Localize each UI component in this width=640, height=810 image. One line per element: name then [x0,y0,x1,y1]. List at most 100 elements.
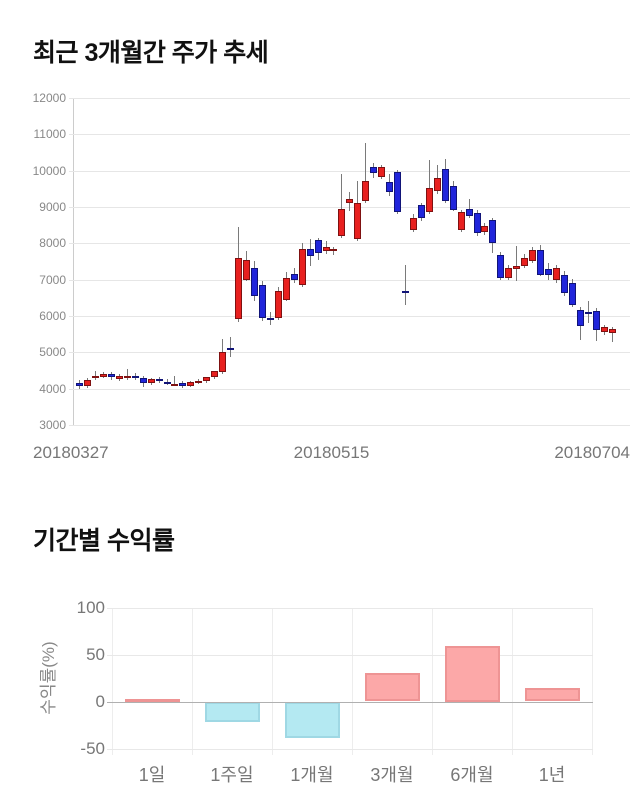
candle [219,352,227,372]
gridline-3000 [69,425,630,426]
category-label-1주일: 1주일 [210,765,254,785]
category-gridline [192,608,193,755]
candle [378,167,386,177]
candle-wick [94,370,96,380]
candle [203,377,211,381]
candle [243,259,250,280]
candle [592,310,600,331]
candle [465,209,473,216]
category-label-1개월: 1개월 [290,765,334,785]
gridline-5000 [69,352,630,354]
category-label-3개월: 3개월 [370,765,414,785]
y-tick-4000: 4000 [39,381,66,396]
candle [139,377,147,383]
candle [441,168,449,202]
category-gridline [432,608,433,755]
category-gridline [512,608,513,755]
candle-wick [468,199,470,218]
category-label-6개월: 6개월 [450,765,494,785]
candle [409,218,417,230]
gridline-10000 [69,170,630,172]
gridline-50 [107,654,593,656]
candle [417,204,425,219]
candle [457,211,465,230]
candle-wick [516,245,518,282]
y-tick-12000: 12000 [32,91,66,105]
category-gridline [352,608,353,755]
candle [171,383,179,387]
candle [521,257,529,266]
y-tick-8000: 8000 [39,236,66,251]
candle [473,212,481,234]
y-tick-100: 100 [76,597,105,617]
bar-3개월 [364,673,420,702]
gridline-4000 [69,388,630,390]
candle [163,381,171,384]
gridline-11000 [69,134,630,136]
candle [195,381,203,384]
candle [584,312,592,315]
candle-y-axis-line [73,98,74,425]
candle [99,374,107,378]
returns-plot-area [107,607,593,755]
gridline-100 [107,607,593,609]
candle [497,255,505,278]
candle [370,167,378,173]
candle-plot-area [69,98,630,426]
bar-1주일 [204,701,260,723]
y-tick-11000: 11000 [33,127,66,142]
gridline-7000 [69,279,630,281]
gridline-8000 [69,243,630,245]
candle [91,376,99,379]
category-gridline [592,608,593,755]
candle [107,374,115,378]
candle [266,317,274,320]
returns-chart-title: 기간별 수익률 [33,527,175,555]
y-tick--50: -50 [80,738,105,758]
candle [505,267,513,278]
category-gridline [272,608,273,755]
candle [322,247,330,251]
bar-1년 [524,688,580,702]
candle [123,375,131,378]
candle-wick [404,265,406,306]
gridline--50 [107,748,593,750]
candle [115,375,123,380]
candle [274,290,282,319]
candle [187,381,195,386]
category-label-1년: 1년 [538,765,566,785]
candle [433,177,441,192]
candle-wick [230,337,232,357]
candle [250,268,258,297]
y-tick-6000: 6000 [39,309,66,323]
candle [386,181,394,192]
candle [314,240,322,254]
candle [560,274,568,294]
x-tick-20180704: 20180704 [554,443,630,462]
candle [608,329,616,334]
y-tick-5000: 5000 [39,345,66,360]
candle [258,284,266,319]
candle-wick [587,301,589,323]
candle-wick [341,174,343,239]
bar-1개월 [284,701,340,739]
candle [401,290,409,293]
candle [155,378,163,381]
candle [306,249,314,257]
category-label-1일: 1일 [138,765,166,785]
candle [211,371,219,377]
candle [179,383,187,386]
gridline-12000 [69,98,630,99]
candle [449,186,457,210]
candle [147,378,155,383]
candle-wick [611,326,613,342]
candle [394,171,401,213]
returns-y-axis-labels: 100 50 0 -50 [58,598,105,758]
candle-y-axis-labels: 12000 11000 10000 9000 8000 7000 6000 5000 4000 3… [20,91,66,432]
y-tick-3000: 3000 [39,418,66,432]
candle [76,383,83,387]
candle [513,265,521,269]
y-tick-7000: 7000 [39,272,66,287]
candle [227,348,235,351]
y-tick-0: 0 [95,691,105,711]
